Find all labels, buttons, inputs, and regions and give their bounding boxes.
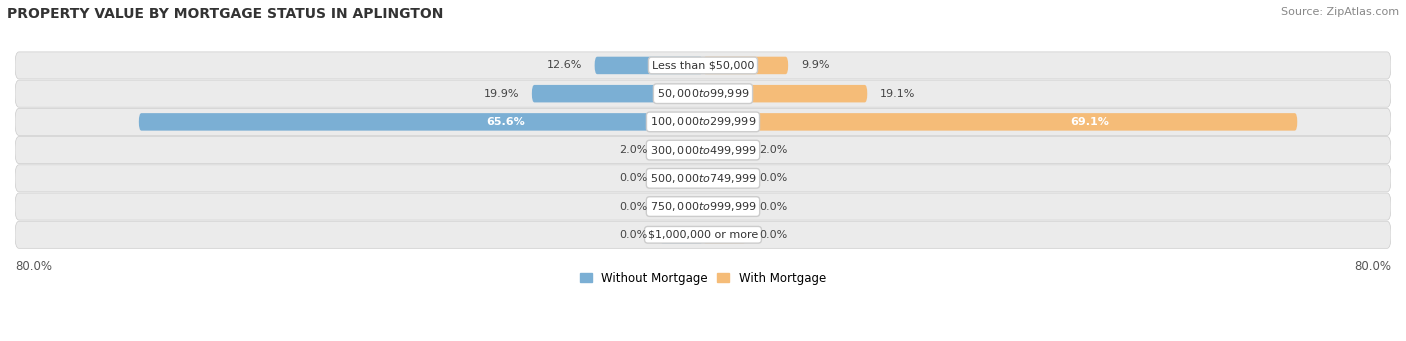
FancyBboxPatch shape — [15, 52, 1391, 79]
FancyBboxPatch shape — [703, 142, 747, 159]
FancyBboxPatch shape — [703, 85, 868, 102]
FancyBboxPatch shape — [659, 169, 703, 187]
FancyBboxPatch shape — [703, 169, 747, 187]
Text: 80.0%: 80.0% — [1354, 260, 1391, 273]
FancyBboxPatch shape — [659, 226, 703, 243]
FancyBboxPatch shape — [15, 221, 1391, 248]
Legend: Without Mortgage, With Mortgage: Without Mortgage, With Mortgage — [575, 267, 831, 290]
Text: 69.1%: 69.1% — [1070, 117, 1109, 127]
Text: 2.0%: 2.0% — [619, 145, 647, 155]
FancyBboxPatch shape — [703, 57, 789, 74]
FancyBboxPatch shape — [15, 165, 1391, 192]
Text: 65.6%: 65.6% — [486, 117, 524, 127]
Text: 12.6%: 12.6% — [547, 60, 582, 71]
FancyBboxPatch shape — [15, 136, 1391, 164]
Text: 0.0%: 0.0% — [619, 202, 647, 211]
Text: $750,000 to $999,999: $750,000 to $999,999 — [650, 200, 756, 213]
Text: PROPERTY VALUE BY MORTGAGE STATUS IN APLINGTON: PROPERTY VALUE BY MORTGAGE STATUS IN APL… — [7, 7, 443, 21]
FancyBboxPatch shape — [15, 193, 1391, 220]
Text: $50,000 to $99,999: $50,000 to $99,999 — [657, 87, 749, 100]
FancyBboxPatch shape — [15, 80, 1391, 107]
Text: 19.9%: 19.9% — [484, 89, 519, 99]
Text: 0.0%: 0.0% — [759, 173, 787, 183]
Text: 0.0%: 0.0% — [759, 230, 787, 240]
Text: 80.0%: 80.0% — [15, 260, 52, 273]
Text: $500,000 to $749,999: $500,000 to $749,999 — [650, 172, 756, 185]
FancyBboxPatch shape — [703, 113, 1298, 131]
Text: 0.0%: 0.0% — [759, 202, 787, 211]
Text: 0.0%: 0.0% — [619, 173, 647, 183]
Text: $100,000 to $299,999: $100,000 to $299,999 — [650, 115, 756, 129]
FancyBboxPatch shape — [703, 226, 747, 243]
Text: Source: ZipAtlas.com: Source: ZipAtlas.com — [1281, 7, 1399, 17]
FancyBboxPatch shape — [15, 108, 1391, 135]
Text: 19.1%: 19.1% — [880, 89, 915, 99]
Text: 2.0%: 2.0% — [759, 145, 787, 155]
FancyBboxPatch shape — [139, 113, 703, 131]
Text: 9.9%: 9.9% — [801, 60, 830, 71]
FancyBboxPatch shape — [703, 198, 747, 215]
FancyBboxPatch shape — [659, 198, 703, 215]
Text: $1,000,000 or more: $1,000,000 or more — [648, 230, 758, 240]
Text: $300,000 to $499,999: $300,000 to $499,999 — [650, 144, 756, 157]
FancyBboxPatch shape — [595, 57, 703, 74]
FancyBboxPatch shape — [659, 142, 703, 159]
Text: 0.0%: 0.0% — [619, 230, 647, 240]
Text: Less than $50,000: Less than $50,000 — [652, 60, 754, 71]
FancyBboxPatch shape — [531, 85, 703, 102]
